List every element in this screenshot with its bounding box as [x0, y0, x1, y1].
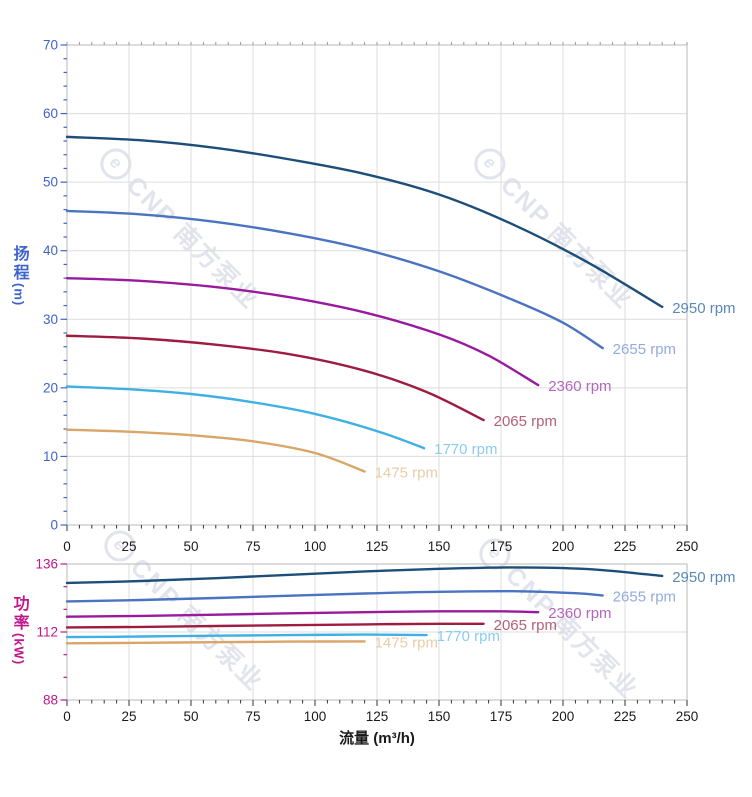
curve-label-2950-rpm: 2950 rpm [672, 300, 735, 317]
head-x-tick-label: 250 [676, 539, 699, 554]
curve-2360-rpm [65, 610, 540, 618]
curve-label-2065-rpm: 2065 rpm [494, 617, 557, 634]
head-y-tick-label: 50 [43, 175, 58, 190]
power-axis-title-text: 功率 [10, 595, 28, 633]
curve-2065-rpm [65, 334, 485, 422]
power-x-tick-label: 125 [366, 709, 389, 724]
power-x-tick-label: 250 [676, 709, 699, 724]
curve-2655-rpm [65, 589, 604, 603]
head-axis-title: 扬程(m) [10, 245, 28, 306]
head-y-tick-label: 0 [50, 518, 58, 533]
head-x-tick-label: 225 [614, 539, 637, 554]
power-x-tick-label: 25 [121, 709, 136, 724]
curve-2950-rpm [65, 135, 664, 309]
curve-1475-rpm [65, 428, 366, 473]
curve-label-2950-rpm: 2950 rpm [672, 569, 735, 586]
curve-label-2360-rpm: 2360 rpm [548, 605, 611, 622]
head-x-tick-label: 75 [245, 539, 260, 554]
curve-1770-rpm [65, 385, 426, 450]
head-x-tick-label: 175 [490, 539, 513, 554]
curve-label-1770-rpm: 1770 rpm [434, 441, 497, 458]
head-x-tick-label: 100 [304, 539, 327, 554]
power-y-tick-label: 112 [36, 625, 58, 640]
curve-label-1770-rpm: 1770 rpm [437, 628, 500, 645]
head-y-tick-label: 40 [43, 243, 58, 258]
head-x-tick-label: 0 [63, 539, 71, 554]
power-x-tick-label: 200 [552, 709, 575, 724]
power-x-tick-label: 225 [614, 709, 637, 724]
head-y-tick-label: 20 [43, 380, 58, 395]
power-y-tick-label: 136 [35, 557, 58, 572]
power-axis-title: 功率(kW) [10, 595, 28, 665]
power-y-tick-label: 88 [43, 693, 58, 708]
head-y-tick-label: 10 [43, 449, 58, 464]
curve-label-2065-rpm: 2065 rpm [494, 413, 557, 430]
power-x-tick-label: 75 [245, 709, 260, 724]
head-axis-title-text: 扬程 [10, 245, 28, 283]
curve-2950-rpm [65, 566, 664, 585]
head-y-tick-label: 30 [43, 312, 58, 327]
curve-2360-rpm [65, 276, 540, 387]
head-x-tick-label: 50 [183, 539, 198, 554]
curve-label-2655-rpm: 2655 rpm [613, 588, 676, 605]
curve-label-1475-rpm: 1475 rpm [375, 634, 438, 651]
curve-label-2360-rpm: 2360 rpm [548, 378, 611, 395]
head-x-tick-label: 200 [552, 539, 575, 554]
head-x-tick-label: 150 [428, 539, 451, 554]
curve-1475-rpm [65, 640, 366, 645]
head-axis-unit: (m) [11, 283, 27, 307]
head-x-tick-label: 25 [121, 539, 136, 554]
power-x-tick-label: 100 [304, 709, 327, 724]
curve-label-2655-rpm: 2655 rpm [613, 341, 676, 358]
power-x-tick-label: 150 [428, 709, 451, 724]
head-y-tick-label: 60 [43, 106, 58, 121]
head-x-tick-label: 125 [366, 539, 389, 554]
curve-label-1475-rpm: 1475 rpm [375, 465, 438, 482]
curve-1770-rpm [65, 633, 428, 639]
curve-2065-rpm [65, 622, 485, 629]
power-x-tick-label: 0 [63, 709, 71, 724]
head-y-tick-label: 70 [43, 38, 58, 53]
flow-axis-title: 流量 (m³/h) [339, 730, 415, 747]
power-x-tick-label: 50 [183, 709, 198, 724]
power-x-tick-label: 175 [490, 709, 513, 724]
curve-2655-rpm [65, 209, 604, 350]
power-axis-unit: (kW) [11, 633, 27, 666]
